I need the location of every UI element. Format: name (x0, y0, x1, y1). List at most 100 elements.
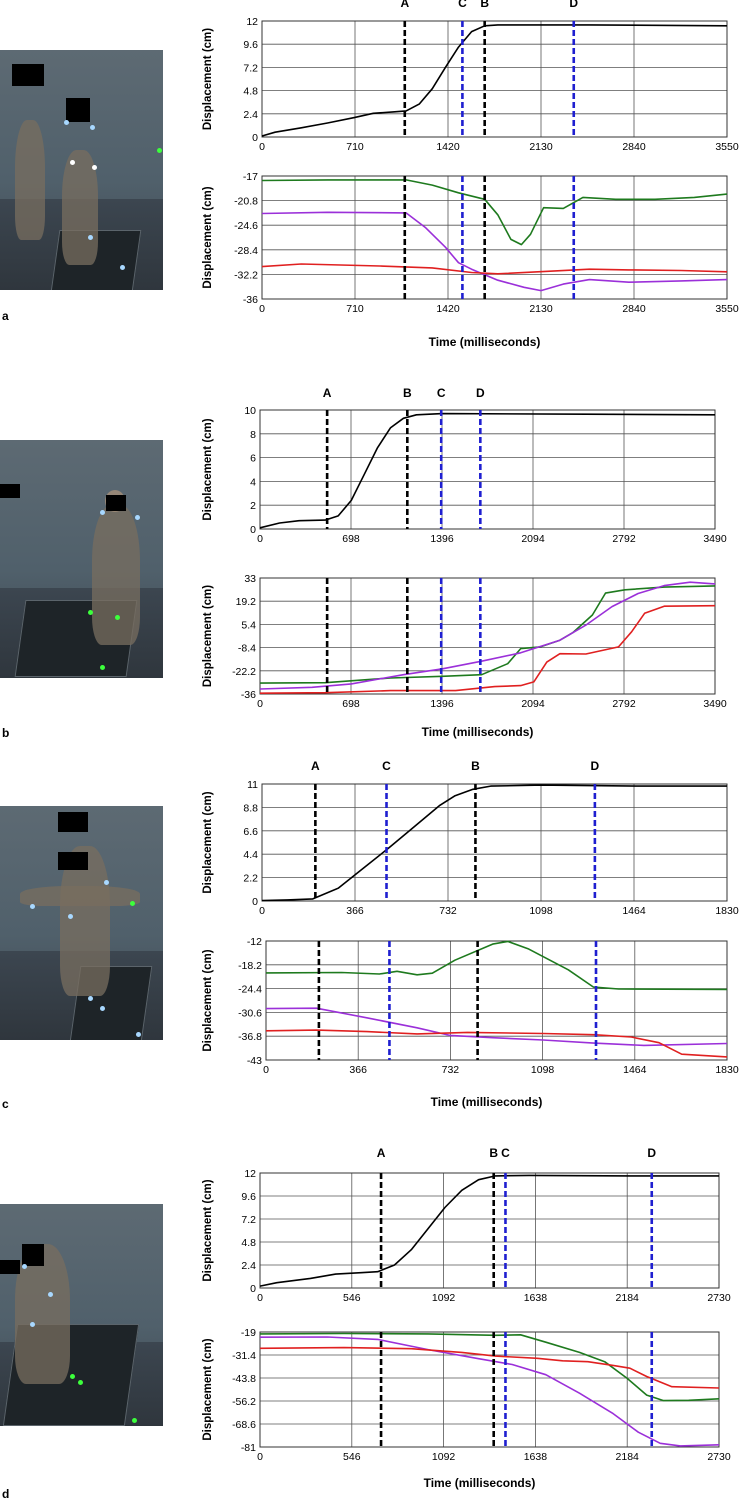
panel-3-top-ytick-label: 12 (244, 1168, 256, 1180)
panel-0-bottom-series-line-1 (261, 211, 728, 292)
panel-0-top-xtick-label: 2840 (622, 141, 646, 153)
panel-1-top-ytick-label: 4 (250, 476, 256, 488)
panel-0-top-event-label: A (400, 0, 409, 10)
panel-2-top-ytick-label: 0 (252, 896, 258, 908)
panel-3-top-ytick-label: 7.2 (241, 1214, 256, 1226)
panel-2-bottom-xtick-label: 732 (442, 1064, 460, 1076)
panel-3-bottom-ytick-label: -31.4 (232, 1350, 256, 1362)
panel-1-bottom-ytick-label: 5.4 (241, 619, 256, 631)
panel-1-bottom-xtick-label: 2094 (521, 698, 545, 710)
panel-0-top-ytick-label: 7.2 (243, 62, 258, 74)
panel-3-top-xtick-label: 2184 (616, 1292, 640, 1304)
panel-1-top-ytick-label: 0 (250, 524, 256, 536)
panel-1-xlabel: Time (milliseconds) (422, 725, 534, 739)
panel-2-bottom-ytick-label: -12 (247, 936, 262, 948)
panel-0-bottom-xtick-label: 0 (259, 303, 265, 315)
panel-1-bottom-ytick-label: -8.4 (238, 643, 256, 655)
panel-1-bottom-xtick-label: 3490 (703, 698, 727, 710)
panel-1-bottom-ylabel: Displacement (cm) (202, 585, 214, 687)
panel-3-top-ytick-label: 0 (250, 1283, 256, 1295)
panel-2-top-ytick-label: 2.2 (243, 873, 258, 885)
panel-3-top-event-label: B (489, 1146, 498, 1160)
panel-3-top-event-label: A (377, 1146, 386, 1160)
panel-0-bottom-ytick-label: -17 (243, 171, 258, 183)
panel-2-bottom-ylabel: Displacement (cm) (202, 949, 214, 1051)
panel-1-bottom-ytick-label: 33 (244, 573, 256, 585)
panel-1-top-xtick-label: 3490 (703, 533, 727, 545)
panel-2-bottom-ytick-label: -18.2 (238, 960, 262, 972)
photo-panel-c (0, 806, 163, 1040)
panel-0-top-ytick-label: 12 (246, 16, 258, 28)
panel-1-top-event-label: D (476, 386, 485, 400)
panel-2-bottom-ytick-label: -24.4 (238, 984, 262, 996)
panel-1-top-series-line-0 (259, 412, 716, 529)
photo-panel-a (0, 50, 163, 290)
panel-2-top-event-label: C (382, 759, 391, 773)
panel-0-top-ytick-label: 9.6 (243, 39, 258, 51)
panel-2-top-event-label: A (311, 759, 320, 773)
panel-2-xlabel: Time (milliseconds) (431, 1095, 543, 1109)
panel-1-bottom-series-line-2 (259, 604, 716, 694)
panel-0-bottom-ylabel: Displacement (cm) (202, 186, 214, 288)
panel-3-bottom-series-line-1 (259, 1336, 720, 1447)
redaction-box (22, 1244, 44, 1266)
panel-2-bottom-frame (265, 940, 728, 1061)
panel-0-bottom-xtick-label: 710 (346, 303, 364, 315)
panel-3-bottom-ytick-label: -81 (241, 1442, 256, 1454)
panel-1-top-frame (259, 409, 716, 530)
panel-0-bottom-ytick-label: -36 (243, 294, 258, 306)
panel-1-top-event-label: C (437, 386, 446, 400)
redaction-box (106, 495, 126, 511)
panel-1-bottom-xtick-label: 0 (257, 698, 263, 710)
panel-2-bottom-series-line-0 (265, 940, 728, 991)
panel-2-top-ytick-label: 11 (247, 779, 258, 791)
panel-1-top-xtick-label: 698 (342, 533, 360, 545)
panel-2-top-event-label: B (471, 759, 480, 773)
panel-1-bottom-xtick-label: 698 (342, 698, 360, 710)
panel-3-bottom-xtick-label: 2730 (707, 1451, 731, 1463)
panel-1-top-ytick-label: 8 (250, 429, 256, 441)
panel-2-bottom-series-line-2 (265, 1029, 728, 1058)
panel-1-top-ytick-label: 10 (244, 405, 256, 417)
panel-3-bottom-xtick-label: 1638 (524, 1451, 548, 1463)
panel-3-top-xtick-label: 0 (257, 1292, 263, 1304)
panel-0-bottom-ytick-label: -20.8 (234, 196, 258, 208)
panel-3-bottom-frame (259, 1331, 720, 1448)
panel-0-bottom-frame (261, 175, 728, 300)
panel-3-bottom-ytick-label: -43.8 (232, 1373, 256, 1385)
panel-3-bottom-xtick-label: 2184 (616, 1451, 640, 1463)
panel-3-top-ytick-label: 4.8 (241, 1237, 256, 1249)
panel-2-top-series-line-0 (261, 784, 727, 902)
panel-3-top-ylabel: Displacement (cm) (202, 1179, 214, 1281)
panel-3-bottom-ytick-label: -68.6 (232, 1419, 256, 1431)
panel-2-bottom-ytick-label: -36.8 (238, 1031, 262, 1043)
panel-0-top-xtick-label: 0 (259, 141, 265, 153)
panel-2-top-ytick-label: 4.4 (243, 849, 258, 861)
panel-0-top-ylabel: Displacement (cm) (202, 28, 214, 130)
panel-0-top-xtick-label: 2130 (529, 141, 553, 153)
panel-3-bottom-xtick-label: 546 (343, 1451, 361, 1463)
panel-2-top-ylabel: Displacement (cm) (202, 791, 214, 893)
panel-2-top-xtick-label: 1098 (529, 905, 553, 917)
panel-3-bottom-ytick-label: -19 (241, 1327, 256, 1339)
panel-1-bottom-series-line-1 (259, 581, 716, 690)
panel-3-bottom-xtick-label: 1092 (432, 1451, 456, 1463)
panel-3-bottom-ylabel: Displacement (cm) (202, 1338, 214, 1440)
panel-2-bottom-xtick-label: 366 (349, 1064, 367, 1076)
panel-1-bottom-ytick-label: -36 (241, 689, 256, 701)
panel-2-top-ytick-label: 6.6 (243, 826, 258, 838)
panel-2-top-xtick-label: 1830 (715, 905, 739, 917)
panel-1-bottom-ytick-label: 19.2 (236, 596, 257, 608)
panel-3-bottom-series-line-0 (259, 1332, 720, 1402)
panel-label-d: d (2, 1487, 10, 1501)
panel-0-bottom-series-line-2 (261, 263, 728, 275)
panel-1-bottom-ytick-label: -22.2 (232, 666, 256, 678)
panel-0-bottom-xtick-label: 1420 (436, 303, 460, 315)
redaction-box (0, 484, 20, 498)
redaction-box (0, 1260, 20, 1274)
panel-0-top-event-label: D (569, 0, 578, 10)
panel-3-top-xtick-label: 546 (343, 1292, 361, 1304)
panel-2-bottom-xtick-label: 1098 (531, 1064, 555, 1076)
panel-0-top-xtick-label: 1420 (436, 141, 460, 153)
redaction-box (58, 852, 88, 870)
